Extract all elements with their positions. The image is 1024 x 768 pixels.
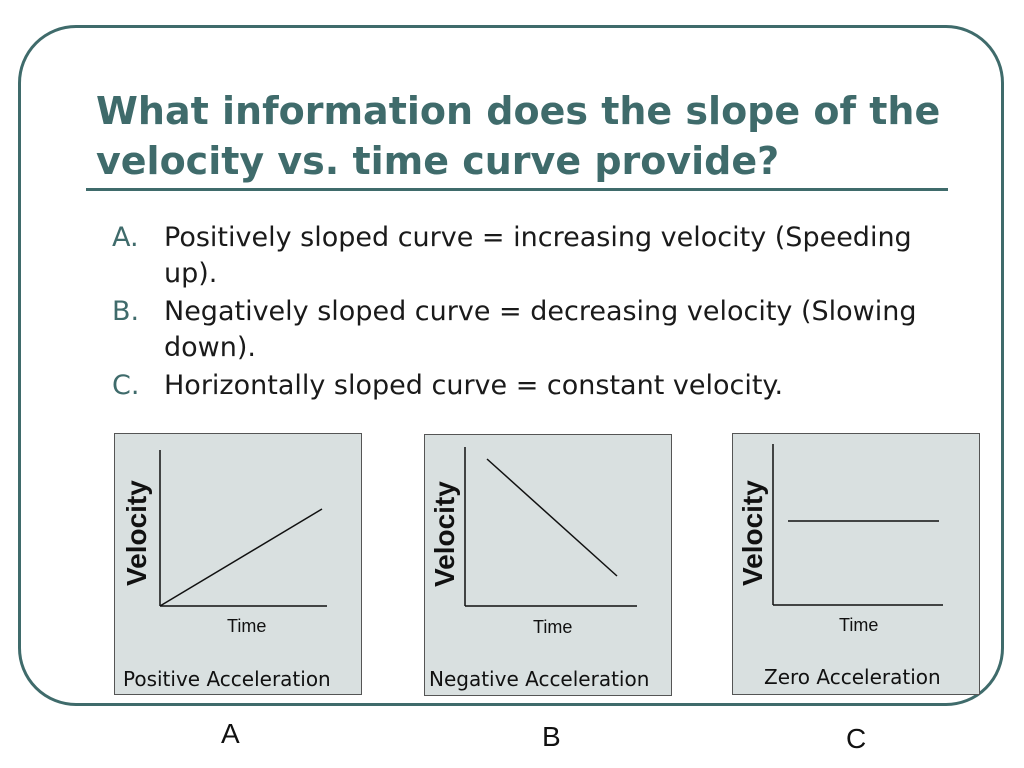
graph-panel-positive: Velocity Time Positive Acceleration xyxy=(114,433,362,695)
graph-axes xyxy=(772,444,943,606)
bullet-marker: C. xyxy=(112,370,140,401)
velocity-line xyxy=(159,508,323,607)
x-axis-label: Time xyxy=(839,615,879,635)
x-axis-label: Time xyxy=(533,617,573,637)
graph-letter-c: C xyxy=(846,723,867,754)
x-axis-label: Time xyxy=(227,616,267,636)
graph-panel-negative: Velocity Time Negative Acceleration xyxy=(424,434,672,696)
graph-axes xyxy=(464,447,637,607)
graph-panel-zero: Velocity Time Zero Acceleration xyxy=(732,433,980,695)
title-divider xyxy=(86,188,948,191)
graph-letter-b: B xyxy=(542,721,561,752)
graph-caption: Zero Acceleration xyxy=(764,665,941,689)
y-axis-label: Velocity xyxy=(121,480,152,586)
y-axis-label: Velocity xyxy=(737,480,768,586)
bullet-list: A. Positively sloped curve = increasing … xyxy=(112,220,972,406)
bullet-marker: B. xyxy=(112,296,140,327)
graph-axes xyxy=(159,450,327,607)
graph-caption: Positive Acceleration xyxy=(123,667,331,691)
bullet-item-c: C. Horizontally sloped curve = constant … xyxy=(112,368,972,404)
bullet-text: Negatively sloped curve = decreasing vel… xyxy=(164,296,917,363)
graph-caption: Negative Acceleration xyxy=(429,667,650,691)
bullet-item-a: A. Positively sloped curve = increasing … xyxy=(112,220,972,292)
velocity-line xyxy=(486,458,618,577)
bullet-text: Positively sloped curve = increasing vel… xyxy=(164,222,912,289)
bullet-marker: A. xyxy=(112,222,139,253)
bullet-text: Horizontally sloped curve = constant vel… xyxy=(164,370,784,401)
bullet-item-b: B. Negatively sloped curve = decreasing … xyxy=(112,294,972,366)
graph-letter-a: A xyxy=(221,718,240,749)
y-axis-label: Velocity xyxy=(429,481,460,587)
slide-title: What information does the slope of the v… xyxy=(96,89,941,183)
slide-frame xyxy=(18,25,1004,706)
